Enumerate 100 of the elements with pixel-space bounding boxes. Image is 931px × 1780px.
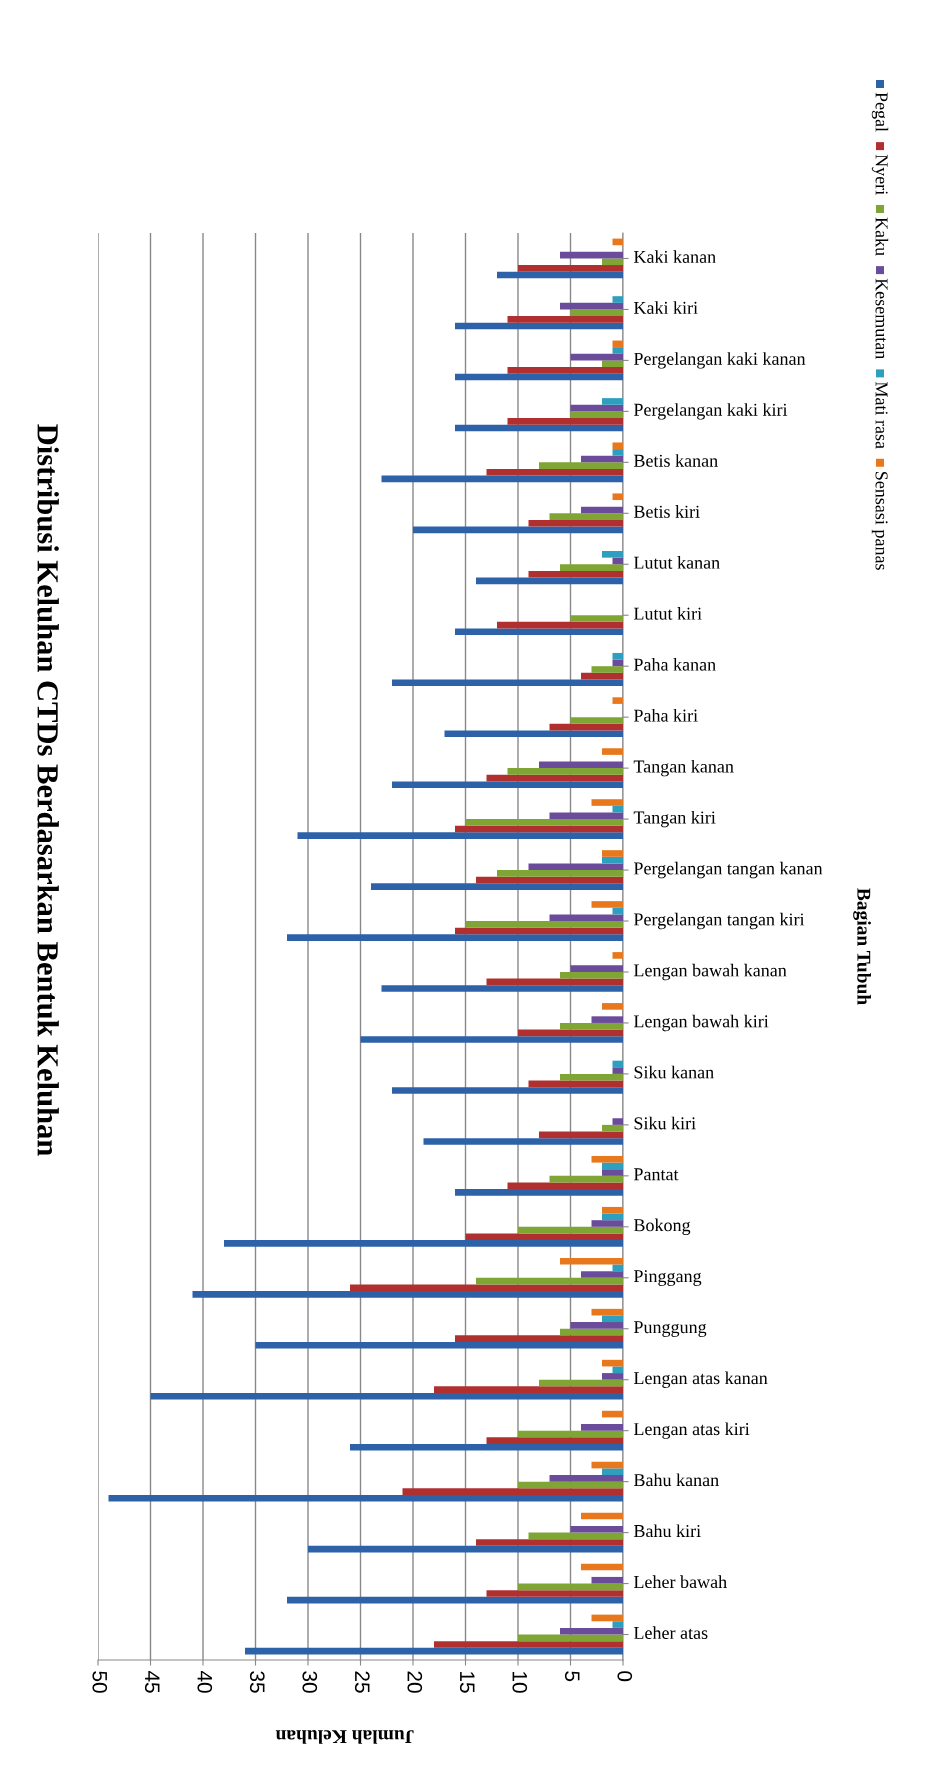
y-tick-label: Bahu kiri [633, 1524, 701, 1538]
legend-label: Kesemutan [875, 278, 888, 360]
legend-label: Mati rasa [875, 381, 888, 449]
legend-label: Kaku [875, 217, 889, 256]
bar [518, 1583, 623, 1591]
bar [602, 551, 623, 558]
legend-label: Pegal [871, 92, 889, 132]
bar [518, 1634, 623, 1642]
bar [497, 271, 623, 279]
bar [539, 761, 623, 769]
x-tick-label: 40 [197, 1670, 213, 1693]
bar [455, 424, 623, 432]
bar [486, 978, 623, 986]
y-tick-label: Kaki kiri [633, 301, 698, 314]
bar [612, 1067, 623, 1074]
bar [570, 1525, 623, 1533]
bar [602, 1410, 623, 1418]
bar [612, 347, 623, 354]
x-tick-label: 0 [617, 1671, 633, 1682]
bar [381, 475, 623, 483]
bar [350, 1443, 623, 1451]
bar [612, 493, 623, 501]
bar [528, 863, 623, 871]
bar [486, 1437, 623, 1444]
bar [497, 870, 623, 877]
x-tick-label: 35 [249, 1671, 265, 1693]
bar [528, 1532, 623, 1540]
bar [612, 442, 623, 450]
legend-label: Nyeri [871, 154, 888, 195]
bar [518, 1029, 623, 1037]
bar [476, 1539, 623, 1546]
bar [581, 1424, 623, 1431]
bar [539, 462, 623, 469]
bar [560, 1257, 623, 1265]
x-axis-title: Jumlah Keluhan [275, 1730, 414, 1744]
y-tick-label: Lengan atas kiri [633, 1422, 750, 1439]
y-tick-label: Lutut kanan [633, 556, 720, 569]
bar [602, 1169, 623, 1176]
bar [224, 1240, 623, 1247]
bar [350, 1284, 623, 1292]
bar [287, 934, 623, 941]
y-axis-title: Bagian Tubuh [853, 888, 871, 1005]
bar [612, 652, 623, 660]
bar [591, 1016, 623, 1023]
bar [507, 418, 623, 425]
bar [602, 258, 623, 266]
bar [423, 1138, 623, 1145]
bar [476, 577, 623, 585]
bar [612, 1366, 623, 1374]
bar [591, 1576, 623, 1584]
x-tick-label: 45 [144, 1670, 160, 1693]
y-tick-label: Lutut kiri [633, 607, 702, 620]
y-tick-label: Betis kanan [633, 454, 718, 467]
bar [444, 730, 623, 738]
y-tick-label: Leher bawah [633, 1575, 727, 1589]
bar [570, 615, 623, 622]
x-tick-label: 15 [459, 1672, 475, 1693]
legend-label: Sensasi panas [871, 471, 888, 570]
y-tick-label: Pergelangan kaki kanan [633, 352, 806, 369]
bar [455, 322, 623, 330]
bar [560, 1073, 623, 1081]
bar [549, 812, 623, 820]
bar [560, 971, 623, 979]
y-tick-label: Pantat [633, 1168, 679, 1181]
bar [455, 825, 623, 833]
bar [497, 621, 623, 629]
x-tick-label: 30 [302, 1671, 318, 1693]
bar [602, 398, 623, 405]
bar [591, 666, 623, 673]
bar [507, 1182, 623, 1190]
bar [192, 1291, 623, 1298]
bar [581, 672, 623, 680]
bar [560, 1627, 623, 1635]
bar [570, 717, 623, 724]
bar [297, 832, 623, 839]
bar [570, 309, 623, 317]
bar [560, 251, 623, 259]
x-tick-label: 20 [407, 1671, 423, 1693]
bar [581, 1512, 623, 1520]
bar [602, 850, 623, 857]
x-tick-label: 50 [92, 1671, 108, 1693]
bar [602, 1315, 623, 1323]
bar [434, 1386, 623, 1393]
bar [486, 774, 623, 782]
bar [455, 373, 623, 381]
bar [612, 952, 623, 959]
bar [434, 1641, 623, 1648]
bar [602, 1373, 623, 1380]
x-tick-label: 25 [354, 1671, 370, 1693]
bar [287, 1596, 623, 1604]
bar [549, 513, 623, 520]
y-tick-label: Kaki kanan [633, 250, 716, 263]
bar [371, 883, 623, 890]
bar [570, 404, 623, 412]
bar [602, 1213, 623, 1221]
y-tick-label: Pergelangan tangan kanan [633, 861, 823, 879]
bar [612, 1621, 623, 1628]
y-tick-label: Leher atas [633, 1626, 708, 1640]
bar [612, 697, 623, 704]
bar [570, 1322, 623, 1329]
